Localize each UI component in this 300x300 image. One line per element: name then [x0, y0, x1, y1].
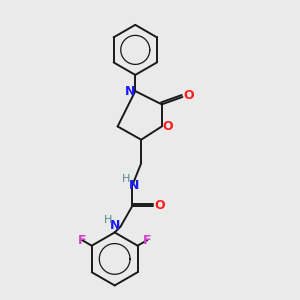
Text: N: N — [110, 219, 120, 232]
Text: N: N — [129, 179, 139, 192]
Text: N: N — [125, 85, 135, 98]
Text: O: O — [184, 89, 194, 102]
Text: O: O — [154, 200, 165, 212]
Text: F: F — [78, 234, 86, 247]
Text: H: H — [104, 215, 112, 225]
Text: F: F — [143, 234, 152, 247]
Text: O: O — [162, 120, 173, 133]
Text: H: H — [122, 174, 130, 184]
